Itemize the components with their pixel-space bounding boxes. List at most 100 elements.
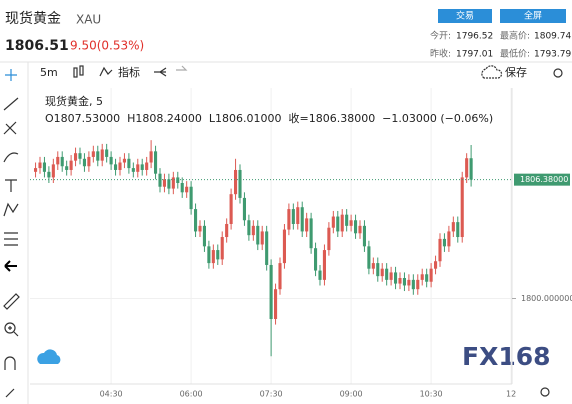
candle-body: [100, 149, 104, 161]
candle-body: [309, 218, 313, 249]
candle-body: [162, 179, 166, 187]
candle-body: [74, 153, 78, 161]
settings-button[interactable]: [553, 68, 563, 78]
candle-body: [362, 225, 366, 247]
candle-body: [291, 209, 295, 224]
candle-body: [167, 179, 171, 189]
trade-button[interactable]: [438, 9, 492, 23]
indicators-button[interactable]: 指标: [118, 65, 140, 79]
candle-body: [442, 238, 446, 247]
candle-body: [234, 169, 238, 195]
stat-label: 昨收:: [430, 48, 451, 60]
redo-button[interactable]: [176, 65, 188, 71]
candle-body: [407, 279, 411, 286]
candle-body: [398, 278, 402, 284]
watermark: FX168: [462, 342, 551, 371]
candle-body: [202, 225, 206, 247]
candle-body: [314, 248, 318, 271]
candle-body: [385, 268, 389, 280]
candle-body: [51, 164, 55, 178]
candle-body: [60, 156, 64, 167]
y-tick-label: 1800.000000: [521, 294, 572, 303]
candle-body: [82, 158, 86, 167]
candle-body: [282, 229, 286, 264]
stat-label: 最高价:: [500, 30, 530, 42]
candle-body: [425, 274, 429, 282]
candle-body: [65, 166, 69, 170]
chart-style-button[interactable]: [73, 65, 84, 78]
indicator-icon[interactable]: [99, 66, 113, 77]
stat-value: 1796.52: [456, 32, 493, 42]
price-change: 9.50(0.53%): [70, 39, 144, 53]
candle-body: [451, 222, 455, 232]
interval-button[interactable]: 5m: [40, 66, 58, 79]
candle-body: [274, 289, 278, 319]
candle-body: [265, 231, 269, 265]
candle-body: [469, 158, 473, 180]
candle-body: [376, 263, 380, 277]
candle-body: [114, 164, 118, 170]
candle-body: [358, 225, 362, 234]
drawing-toolbar[interactable]: [3, 69, 20, 398]
symbol: XAU: [76, 13, 101, 27]
candle-body: [411, 279, 415, 290]
candle-body: [331, 216, 335, 228]
candle-body: [305, 218, 309, 232]
trade-button-label[interactable]: 交易: [456, 10, 474, 22]
candle-body: [91, 151, 95, 157]
candle-body: [287, 209, 291, 230]
candle-body: [354, 220, 358, 234]
undo-button[interactable]: [154, 67, 167, 77]
candle-body: [420, 274, 424, 280]
candle-body: [456, 222, 460, 238]
candle-body: [127, 158, 131, 169]
candle-body: [225, 223, 229, 238]
candle-body: [149, 151, 153, 163]
stat-value: 1809.74: [534, 32, 571, 42]
candle-body: [136, 164, 140, 172]
candle-body: [154, 151, 158, 174]
x-tick-label: 10:30: [420, 390, 443, 399]
candle-body: [269, 264, 273, 319]
candle-body: [345, 214, 349, 226]
fullscreen-button[interactable]: [500, 9, 566, 23]
instrument-name: 现货黄金: [5, 10, 61, 27]
fullscreen-button-label[interactable]: 全屏: [524, 10, 542, 22]
stat-label: 最低价:: [500, 48, 530, 60]
candle-body: [176, 177, 180, 184]
candle-body: [140, 164, 144, 170]
candle-body: [460, 177, 464, 238]
candle-body: [122, 158, 126, 163]
x-tick-label: 07:30: [260, 390, 283, 399]
candle-body: [402, 278, 406, 286]
candle-body: [394, 272, 398, 284]
candle-body: [296, 207, 300, 224]
cloud-icon[interactable]: [481, 65, 503, 79]
candle-body: [87, 156, 91, 167]
candle-body: [56, 156, 60, 165]
candle-body: [96, 151, 100, 161]
save-button[interactable]: 保存: [505, 65, 527, 79]
candle-body: [185, 186, 189, 193]
candle-body: [318, 270, 322, 280]
candle-body: [429, 268, 433, 282]
candle-body: [242, 197, 246, 221]
stat-value: 1793.79: [534, 50, 571, 60]
candle-body: [371, 263, 375, 269]
x-tick-label: 12: [506, 390, 516, 399]
candle-body: [229, 194, 233, 224]
candle-body: [278, 263, 282, 290]
axis-settings[interactable]: [540, 387, 550, 397]
cloud-badge[interactable]: [37, 349, 61, 364]
candle-body: [47, 171, 51, 178]
candle-body: [38, 162, 42, 169]
candle-body: [109, 156, 113, 165]
candle-body: [42, 162, 46, 172]
legend-title: 现货黄金, 5: [45, 94, 103, 108]
candle-body: [34, 168, 38, 172]
x-tick-label: 06:00: [180, 390, 203, 399]
candle-body: [220, 237, 224, 260]
candle-body: [380, 268, 384, 277]
candle-body: [336, 216, 340, 232]
